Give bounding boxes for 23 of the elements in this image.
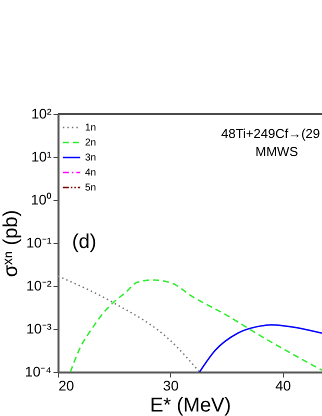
y-tick-label: 10⁻¹ xyxy=(26,234,52,250)
y-tick-label: 10⁰ xyxy=(30,192,52,208)
x-tick-label: 40 xyxy=(275,378,292,394)
line-series xyxy=(58,275,200,372)
x-axis-title: E* (MeV) xyxy=(150,394,232,416)
legend-label: 4n xyxy=(85,168,96,178)
y-tick-label: 10⁻³ xyxy=(26,320,52,336)
y-tick-label: 10⁻⁴ xyxy=(24,364,52,380)
annotation: MMWS xyxy=(255,144,298,159)
legend-label: 2n xyxy=(85,138,96,148)
annotation: 48Ti+249Cf→(29 xyxy=(221,126,320,141)
y-tick-label: 10² xyxy=(31,106,52,122)
y-tick-label: 10¹ xyxy=(31,148,52,164)
legend-label: 1n xyxy=(85,122,96,134)
legend-label: 5n xyxy=(85,182,96,194)
y-axis-title: σˣⁿ (pb) xyxy=(0,210,22,278)
legend-label: 3n xyxy=(85,152,96,164)
x-tick-label: 20 xyxy=(58,378,74,394)
y-tick-label: 10⁻² xyxy=(26,278,52,294)
annotation: (d) xyxy=(72,231,96,253)
line-series xyxy=(198,324,322,372)
x-tick-label: 30 xyxy=(163,378,179,394)
line-series xyxy=(70,279,322,372)
